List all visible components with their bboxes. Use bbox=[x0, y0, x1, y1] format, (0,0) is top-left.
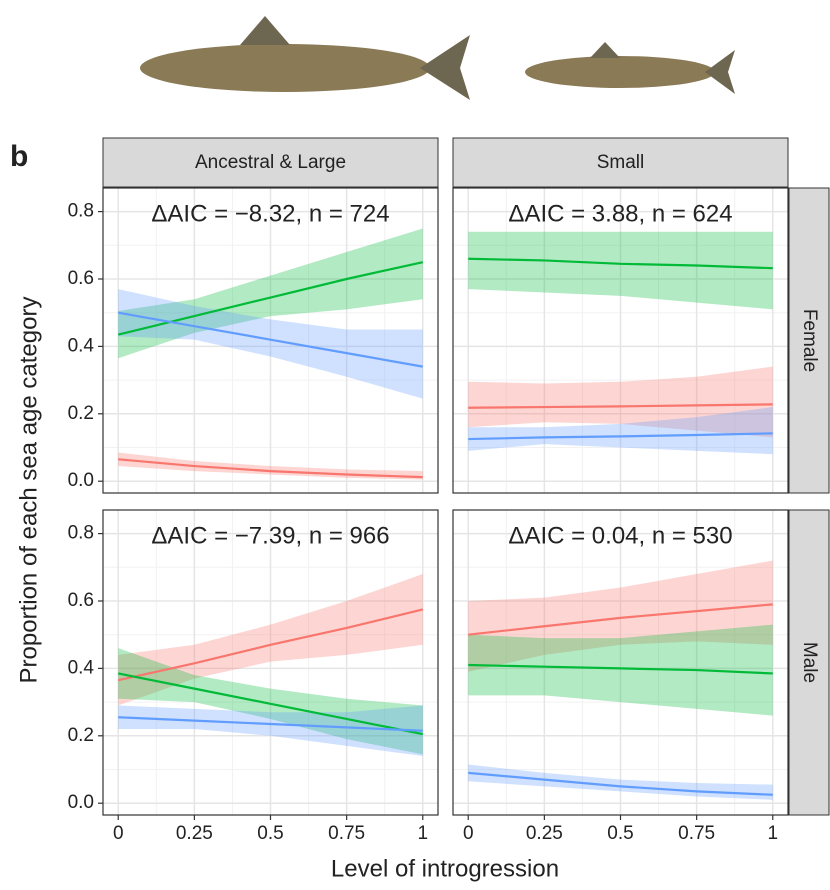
facet-strip bbox=[788, 509, 830, 816]
fitted-line bbox=[468, 663, 773, 675]
x-axis-label: Level of introgression bbox=[331, 855, 559, 882]
confidence-ribbon bbox=[468, 407, 773, 455]
annotation: ΔAIC = −8.32, n = 724 bbox=[151, 200, 389, 227]
panel-border bbox=[102, 187, 439, 494]
fitted-line bbox=[468, 257, 773, 270]
confidence-ribbon bbox=[468, 231, 773, 310]
y-tick-label: 0.0 bbox=[68, 470, 94, 491]
annotation: ΔAIC = 3.88, n = 624 bbox=[508, 200, 732, 227]
y-tick-label: 0.2 bbox=[68, 725, 94, 746]
panel bbox=[453, 188, 788, 493]
facet-strip-label: Male bbox=[799, 642, 820, 683]
x-tick-label: 0.5 bbox=[607, 823, 633, 844]
fish-illustration bbox=[140, 16, 735, 100]
fitted-line bbox=[118, 311, 423, 368]
confidence-ribbon bbox=[468, 624, 773, 716]
confidence-ribbon bbox=[468, 560, 773, 672]
annotation: ΔAIC = 0.04, n = 530 bbox=[508, 522, 732, 549]
fitted-line bbox=[468, 771, 773, 796]
x-tick-label: 0.75 bbox=[678, 823, 715, 844]
annotation: ΔAIC = −7.39, n = 966 bbox=[151, 522, 389, 549]
y-tick-label: 0.8 bbox=[68, 201, 94, 222]
y-tick-label: 0.6 bbox=[68, 590, 94, 611]
fitted-line bbox=[117, 608, 424, 682]
x-tick-label: 0 bbox=[463, 823, 474, 844]
panel bbox=[453, 510, 788, 815]
panel-border bbox=[452, 187, 789, 494]
y-tick-label: 0.6 bbox=[68, 268, 94, 289]
fitted-line bbox=[118, 458, 423, 479]
fitted-line bbox=[468, 603, 773, 636]
confidence-ribbon bbox=[118, 452, 423, 480]
fitted-line bbox=[468, 432, 773, 441]
x-tick-label: 0 bbox=[113, 823, 124, 844]
panel bbox=[103, 188, 438, 493]
x-tick-label: 0.25 bbox=[526, 823, 563, 844]
confidence-ribbon bbox=[468, 366, 773, 438]
facet-strip-label: Female bbox=[799, 309, 820, 372]
y-tick-label: 0.0 bbox=[68, 792, 94, 813]
y-tick-label: 0.8 bbox=[68, 523, 94, 544]
x-tick-label: 0.25 bbox=[176, 823, 213, 844]
x-tick-label: 0.5 bbox=[257, 823, 283, 844]
y-tick-label: 0.4 bbox=[68, 657, 95, 678]
panel bbox=[103, 510, 438, 815]
facet-strip-label: Ancestral & Large bbox=[195, 152, 346, 173]
x-tick-label: 0.75 bbox=[328, 823, 365, 844]
facet-strip bbox=[102, 137, 439, 188]
y-axis-label: Proportion of each sea age category bbox=[15, 297, 42, 684]
y-tick-label: 0.4 bbox=[68, 335, 95, 356]
facet-strip-label: Small bbox=[597, 152, 645, 173]
x-tick-label: 1 bbox=[417, 823, 428, 844]
fitted-line bbox=[118, 672, 423, 736]
fitted-line bbox=[118, 716, 423, 732]
panel-label: b bbox=[10, 140, 28, 173]
x-tick-label: 1 bbox=[767, 823, 778, 844]
facet-strip bbox=[452, 137, 789, 188]
confidence-ribbon bbox=[118, 574, 423, 706]
y-tick-label: 0.2 bbox=[68, 403, 94, 424]
fitted-line bbox=[468, 403, 773, 409]
facet-strip bbox=[788, 187, 830, 494]
